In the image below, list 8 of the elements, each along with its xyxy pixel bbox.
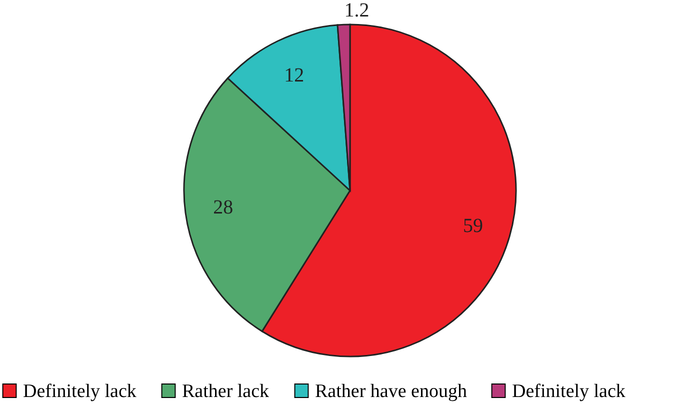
data-label: 59 (463, 214, 484, 237)
legend-label: Rather have enough (315, 380, 468, 402)
data-label: 1.2 (344, 0, 370, 22)
legend-label: Definitely lack (23, 380, 137, 402)
legend-label: Definitely lack (512, 380, 626, 402)
legend-label: Rather lack (182, 380, 270, 402)
data-label: 12 (284, 64, 304, 86)
data-label: 28 (213, 196, 234, 219)
